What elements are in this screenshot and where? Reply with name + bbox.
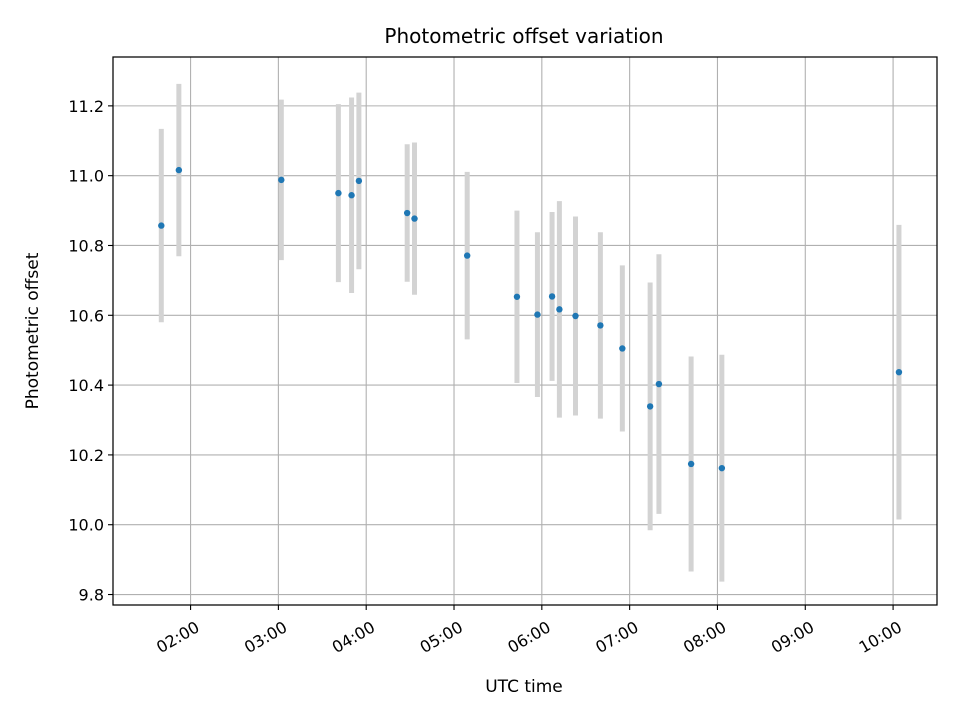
data-point (463, 252, 471, 259)
x-tick-label: 09:00 (768, 617, 817, 657)
data-point (619, 345, 626, 352)
y-tick-label: 10.4 (68, 376, 104, 395)
data-point (411, 215, 418, 222)
plot-frame (112, 56, 938, 606)
y-tick-label: 9.8 (79, 586, 104, 605)
data-point (655, 380, 663, 388)
data-point (513, 293, 521, 300)
data-point (175, 166, 183, 174)
chart-title: Photometric offset variation (384, 24, 663, 48)
data-point (335, 189, 342, 197)
x-axis: 02:00 03:00 04:00 05:00 06:00 07:00 08:00 09:00… (153, 605, 905, 657)
data-point (534, 311, 541, 318)
x-tick-label: 02:00 (153, 617, 202, 657)
y-tick-label: 11.2 (68, 97, 104, 116)
data-point (403, 209, 411, 217)
data-point (348, 192, 355, 199)
x-tick-label: 03:00 (241, 617, 290, 657)
grid (113, 57, 937, 605)
data-point (597, 322, 604, 329)
y-axis-label: Photometric offset (23, 252, 43, 409)
data-points (158, 166, 903, 472)
data-point (548, 293, 556, 300)
y-tick-label: 10.0 (68, 516, 104, 535)
data-point (556, 306, 563, 313)
x-tick-label: 04:00 (329, 617, 378, 657)
data-point (278, 176, 285, 184)
error-bars (158, 83, 902, 582)
y-tick-label: 10.8 (68, 236, 104, 255)
data-point (158, 222, 165, 229)
x-tick-label: 10:00 (856, 617, 905, 657)
data-point (355, 177, 363, 185)
y-axis: 9.8 10.0 10.2 10.4 10.6 10.8 11.0 11.2 (68, 97, 113, 605)
x-tick-label: 05:00 (417, 617, 466, 657)
data-point (718, 464, 726, 472)
y-tick-label: 10.6 (68, 306, 104, 325)
x-tick-label: 07:00 (592, 617, 641, 657)
x-tick-label: 08:00 (680, 617, 729, 657)
y-tick-label: 11.0 (68, 167, 104, 186)
x-axis-label: UTC time (485, 677, 563, 697)
data-point (895, 368, 903, 376)
y-tick-label: 10.2 (68, 446, 104, 465)
data-point (572, 312, 579, 320)
x-tick-label: 06:00 (504, 617, 553, 657)
data-point (646, 403, 654, 410)
data-point (687, 460, 695, 468)
